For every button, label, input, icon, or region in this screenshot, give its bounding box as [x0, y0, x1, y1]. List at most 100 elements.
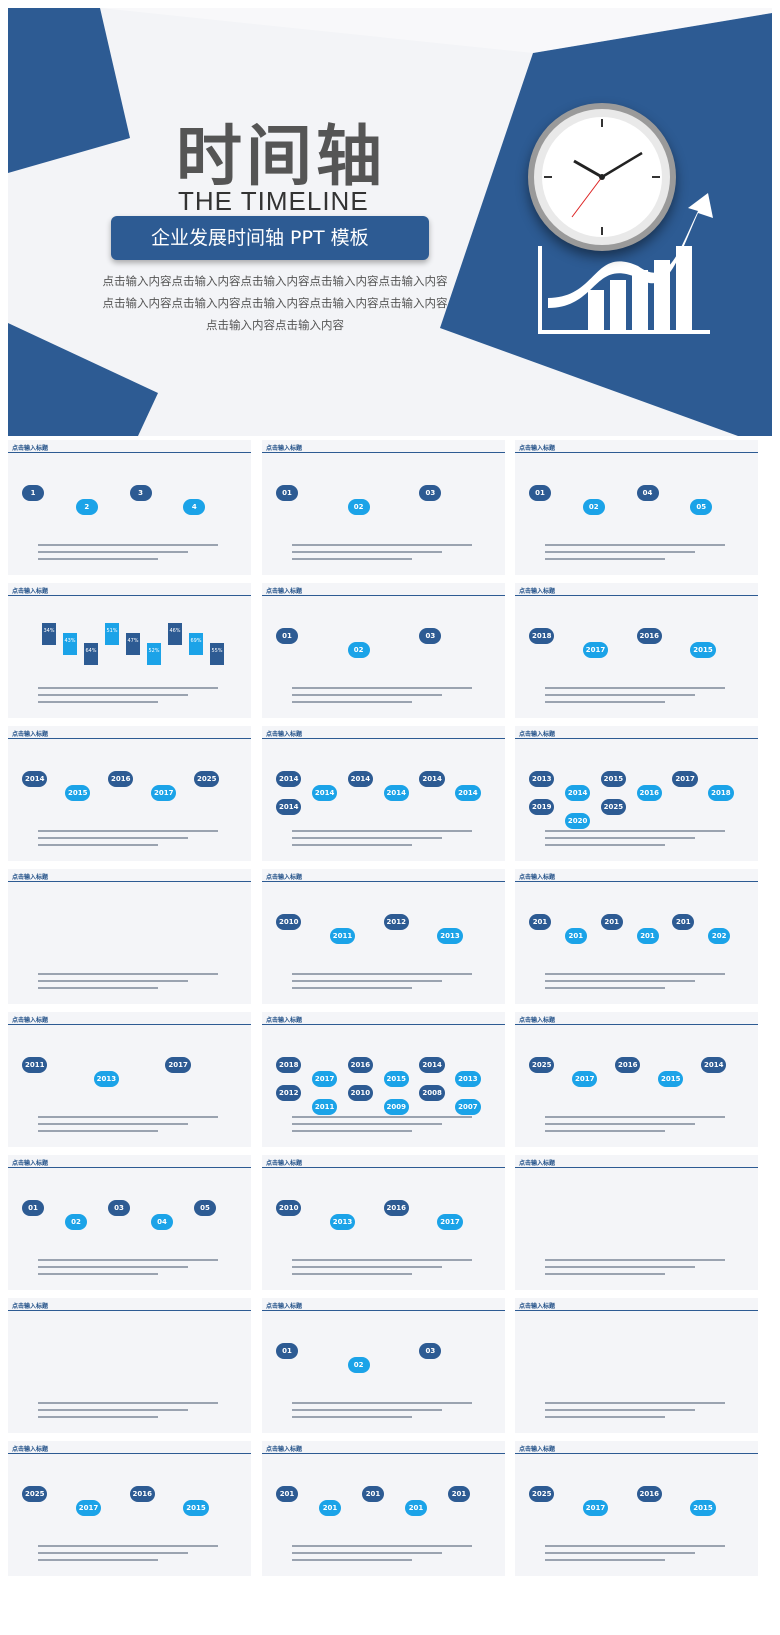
slide-thumbnail[interactable]: 点击输入标题 01 02 04 05 — [515, 440, 758, 575]
slide-thumbnail[interactable]: 点击输入标题 01 02 03 — [262, 1298, 505, 1433]
slide-year-badge: 2018 — [708, 785, 734, 801]
slide-year-badge: 03 — [419, 1343, 442, 1359]
slide-text-line — [38, 1130, 158, 1132]
slide-text-line — [545, 1123, 695, 1125]
slide-year-badge: 2015 — [690, 642, 716, 658]
slide-year-badge: 2014 — [22, 771, 48, 787]
slide-thumbnail[interactable]: 点击输入标题 34% 43% 64% 51% 47% 52% 46% 69% 55% — [8, 583, 251, 718]
slide-text-line — [292, 987, 412, 989]
slide-text-line — [292, 687, 472, 689]
slide-text-line — [38, 980, 188, 982]
slide-year-badge: 201 — [319, 1500, 341, 1516]
slide-text-line — [545, 701, 665, 703]
slide-thumbnail[interactable]: 点击输入标题 2011 2013 2017 — [8, 1012, 251, 1147]
slide-header: 点击输入标题 — [12, 1303, 49, 1310]
slide-thumbnail[interactable]: 点击输入标题 — [8, 869, 251, 1004]
slide-text-line — [545, 558, 665, 560]
slide-header: 点击输入标题 — [519, 588, 556, 595]
slide-year-badge: 2014 — [383, 785, 409, 801]
slide-header: 点击输入标题 — [266, 731, 303, 738]
slide-header: 点击输入标题 — [266, 1446, 303, 1453]
cover-description: 点击输入内容点击输入内容点击输入内容点击输入内容点击输入内容 点击输入内容点击输… — [102, 274, 448, 332]
slide-year-badge: 2017 — [151, 785, 177, 801]
slide-year-badge: 2017 — [437, 1214, 463, 1230]
slide-thumbnail[interactable]: 点击输入标题 2018 2017 2016 2015 2014 2013 2012 2011 20… — [262, 1012, 505, 1147]
slide-text-line — [38, 973, 218, 975]
slide-year-badge: 2010 — [276, 1200, 302, 1216]
slide-year-badge: 2016 — [636, 1486, 662, 1502]
slide-thumbnail[interactable]: 点击输入标题 2013 2014 2015 2016 2017 2018 2019 2020 20… — [515, 726, 758, 861]
slide-year-badge: 2014 — [419, 1057, 445, 1073]
slide-year-badge: 4 — [183, 499, 206, 515]
slide-text-line — [545, 987, 665, 989]
slide-thumbnail[interactable]: 点击输入标题 2010 2013 2016 2017 — [262, 1155, 505, 1290]
slide-header-rule — [8, 1310, 251, 1311]
slide-text-line — [292, 1116, 472, 1118]
slide-header-rule — [515, 1167, 758, 1168]
slide-year-badge: 2018 — [529, 628, 555, 644]
slide-year-badge: 2017 — [311, 1071, 338, 1087]
slide-text-line — [545, 837, 695, 839]
slide-thumbnail[interactable]: 点击输入标题 — [515, 1298, 758, 1433]
slide-year-badge: 2013 — [455, 1071, 481, 1087]
slide-year-badge: 2014 — [701, 1057, 727, 1073]
slide-header: 点击输入标题 — [12, 874, 49, 881]
slide-year-badge: 2025 — [600, 799, 627, 815]
slide-year-badge: 2012 — [383, 914, 409, 930]
slide-thumbnail[interactable]: 点击输入标题 — [515, 1155, 758, 1290]
slide-header-rule — [262, 595, 505, 596]
slide-year-badge: 2014 — [455, 785, 481, 801]
slide-thumbnail[interactable]: 点击输入标题 2014 2015 2016 2017 2025 — [8, 726, 251, 861]
slide-text-line — [292, 544, 472, 546]
slide-text-line — [545, 1402, 725, 1404]
slide-percent-arrow: 52% — [147, 643, 161, 665]
slide-header-rule — [262, 881, 505, 882]
slide-year-badge: 201 — [636, 928, 659, 944]
clock-icon — [528, 103, 676, 251]
slide-year-badge: 2013 — [93, 1071, 120, 1087]
slide-year-badge: 02 — [65, 1214, 87, 1230]
slide-header: 点击输入标题 — [266, 1160, 303, 1167]
slide-header: 点击输入标题 — [519, 1160, 556, 1167]
slide-thumbnail[interactable]: 点击输入标题 2010 2011 2012 2013 — [262, 869, 505, 1004]
slide-year-badge: 2018 — [276, 1057, 302, 1073]
slide-thumbnail[interactable]: 点击输入标题 201 201 201 201 201 202 — [515, 869, 758, 1004]
slide-thumbnail[interactable]: 点击输入标题 01 02 03 — [262, 583, 505, 718]
slide-text-line — [38, 1402, 218, 1404]
slide-thumbnail[interactable]: 点击输入标题 2025 2017 2016 2015 2014 — [515, 1012, 758, 1147]
slide-thumbnail[interactable]: 点击输入标题 — [8, 1298, 251, 1433]
slide-year-badge: 03 — [108, 1200, 130, 1216]
slide-year-badge: 2011 — [311, 1099, 338, 1115]
slide-header-rule — [515, 595, 758, 596]
slide-text-line — [545, 973, 725, 975]
slide-text-line — [292, 830, 472, 832]
slide-thumbnail[interactable]: 点击输入标题 2018 2017 2016 2015 — [515, 583, 758, 718]
slide-thumbnail[interactable]: 点击输入标题 2014 2014 2014 2014 2014 2014 2014 — [262, 726, 505, 861]
slide-year-badge: 2011 — [329, 928, 356, 944]
slide-percent-arrow: 46% — [168, 623, 182, 645]
slide-year-badge: 2025 — [194, 771, 220, 787]
slide-text-line — [545, 1273, 665, 1275]
slide-thumbnail[interactable]: 点击输入标题 1 2 3 4 — [8, 440, 251, 575]
slide-text-line — [292, 1123, 442, 1125]
slide-header: 点击输入标题 — [12, 445, 49, 452]
slide-header-rule — [262, 1167, 505, 1168]
slide-thumbnail[interactable]: 点击输入标题 201 201 201 201 201 — [262, 1441, 505, 1576]
slide-thumbnail[interactable]: 点击输入标题 2025 2017 2016 2015 — [8, 1441, 251, 1576]
slide-text-line — [545, 830, 725, 832]
slide-year-badge: 2015 — [183, 1500, 209, 1516]
slide-year-badge: 2014 — [311, 785, 338, 801]
slide-year-badge: 2017 — [672, 771, 698, 787]
slide-percent-arrow: 34% — [42, 623, 56, 645]
slide-header-rule — [515, 1024, 758, 1025]
slide-percent-arrow: 64% — [84, 643, 98, 665]
slide-text-line — [38, 837, 188, 839]
slide-header-rule — [8, 881, 251, 882]
slide-thumbnail[interactable]: 点击输入标题 01 02 03 — [262, 440, 505, 575]
slide-thumbnail[interactable]: 点击输入标题 01 02 03 04 05 — [8, 1155, 251, 1290]
slide-header-rule — [262, 1024, 505, 1025]
slide-year-badge: 04 — [636, 485, 659, 501]
slide-header-rule — [8, 738, 251, 739]
slide-year-badge: 202 — [708, 928, 731, 944]
slide-thumbnail[interactable]: 点击输入标题 2025 2017 2016 2015 — [515, 1441, 758, 1576]
